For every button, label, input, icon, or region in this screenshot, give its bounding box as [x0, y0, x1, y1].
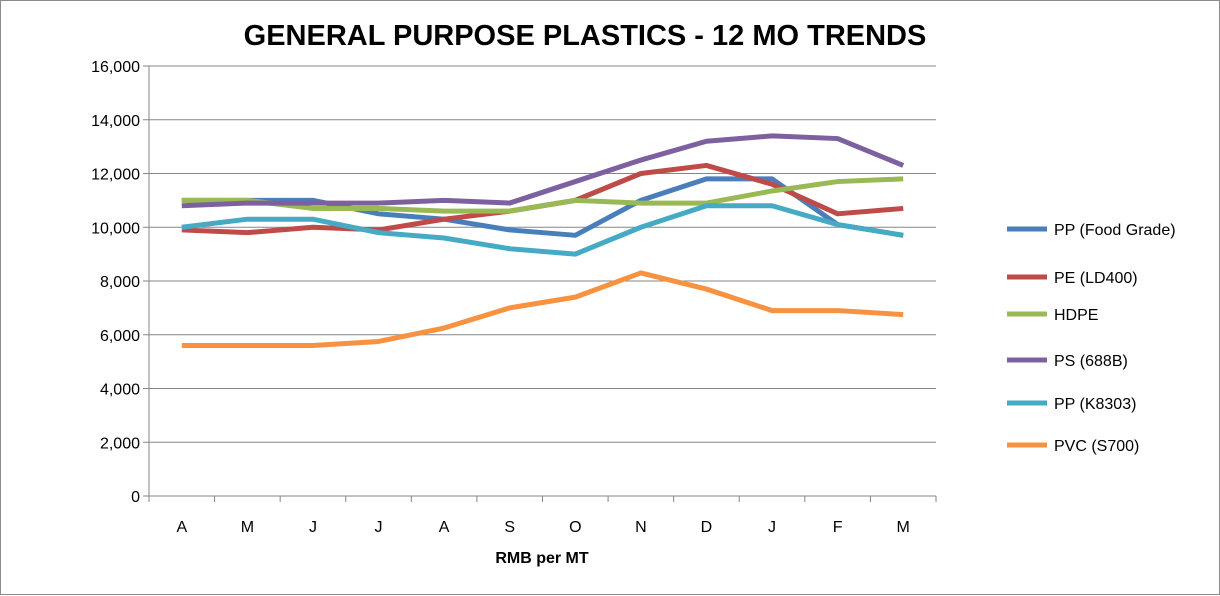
- y-tick-label: 6,000: [100, 328, 140, 345]
- x-tick-label: M: [241, 519, 254, 536]
- series-line-4: [181, 133, 905, 209]
- y-tick-label: 12,000: [91, 167, 140, 184]
- legend-item: PE (LD400): [1007, 270, 1138, 287]
- y-tick-label: 2,000: [100, 435, 140, 452]
- y-tick-label: 16,000: [91, 59, 140, 76]
- y-tick-label: 4,000: [100, 382, 140, 399]
- legend-item: PVC (S700): [1007, 438, 1139, 455]
- axes: [143, 65, 937, 502]
- legend-label: PVC (S700): [1054, 438, 1139, 455]
- chart-title: GENERAL PURPOSE PLASTICS - 12 MO TRENDS: [244, 20, 927, 52]
- x-tick-label: N: [635, 519, 647, 536]
- x-tick-label: D: [701, 519, 713, 536]
- x-tick-label: J: [309, 519, 317, 536]
- legend: PP (Food Grade) PE (LD400) HDPE PS (688B) PP…: [1007, 222, 1176, 455]
- x-tick-label: A: [176, 519, 187, 536]
- y-tick-label: 14,000: [91, 113, 140, 130]
- x-tick-label: J: [375, 519, 383, 536]
- y-tick-label: 10,000: [91, 220, 140, 237]
- x-tick-label: F: [833, 519, 843, 536]
- series-line-6: [181, 270, 904, 348]
- x-tick-label: O: [569, 519, 581, 536]
- legend-label: HDPE: [1054, 307, 1098, 324]
- x-tick-label: M: [897, 519, 910, 536]
- y-axis-tick-labels: 0 2,000 4,000 6,000 8,000 10,000 12,000 14,000 1…: [91, 59, 140, 506]
- series-lines: [181, 133, 905, 348]
- legend-label: PP (Food Grade): [1054, 222, 1176, 239]
- x-tick-label: A: [439, 519, 450, 536]
- legend-item: PS (688B): [1007, 353, 1128, 370]
- series-line-3: [181, 176, 904, 214]
- legend-item: PP (Food Grade): [1007, 222, 1176, 239]
- y-tick-label: 0: [131, 489, 140, 506]
- y-tick-label: 8,000: [100, 274, 140, 291]
- legend-item: HDPE: [1007, 307, 1098, 324]
- legend-label: PS (688B): [1054, 353, 1128, 370]
- legend-item: PP (K8303): [1007, 396, 1136, 413]
- legend-label: PP (K8303): [1054, 396, 1136, 413]
- x-tick-label: S: [504, 519, 515, 536]
- legend-label: PE (LD400): [1054, 270, 1138, 287]
- x-tick-label: J: [768, 519, 776, 536]
- series-line-5: [181, 203, 904, 257]
- x-axis-label: RMB per MT: [495, 550, 589, 567]
- gridlines: [149, 65, 936, 443]
